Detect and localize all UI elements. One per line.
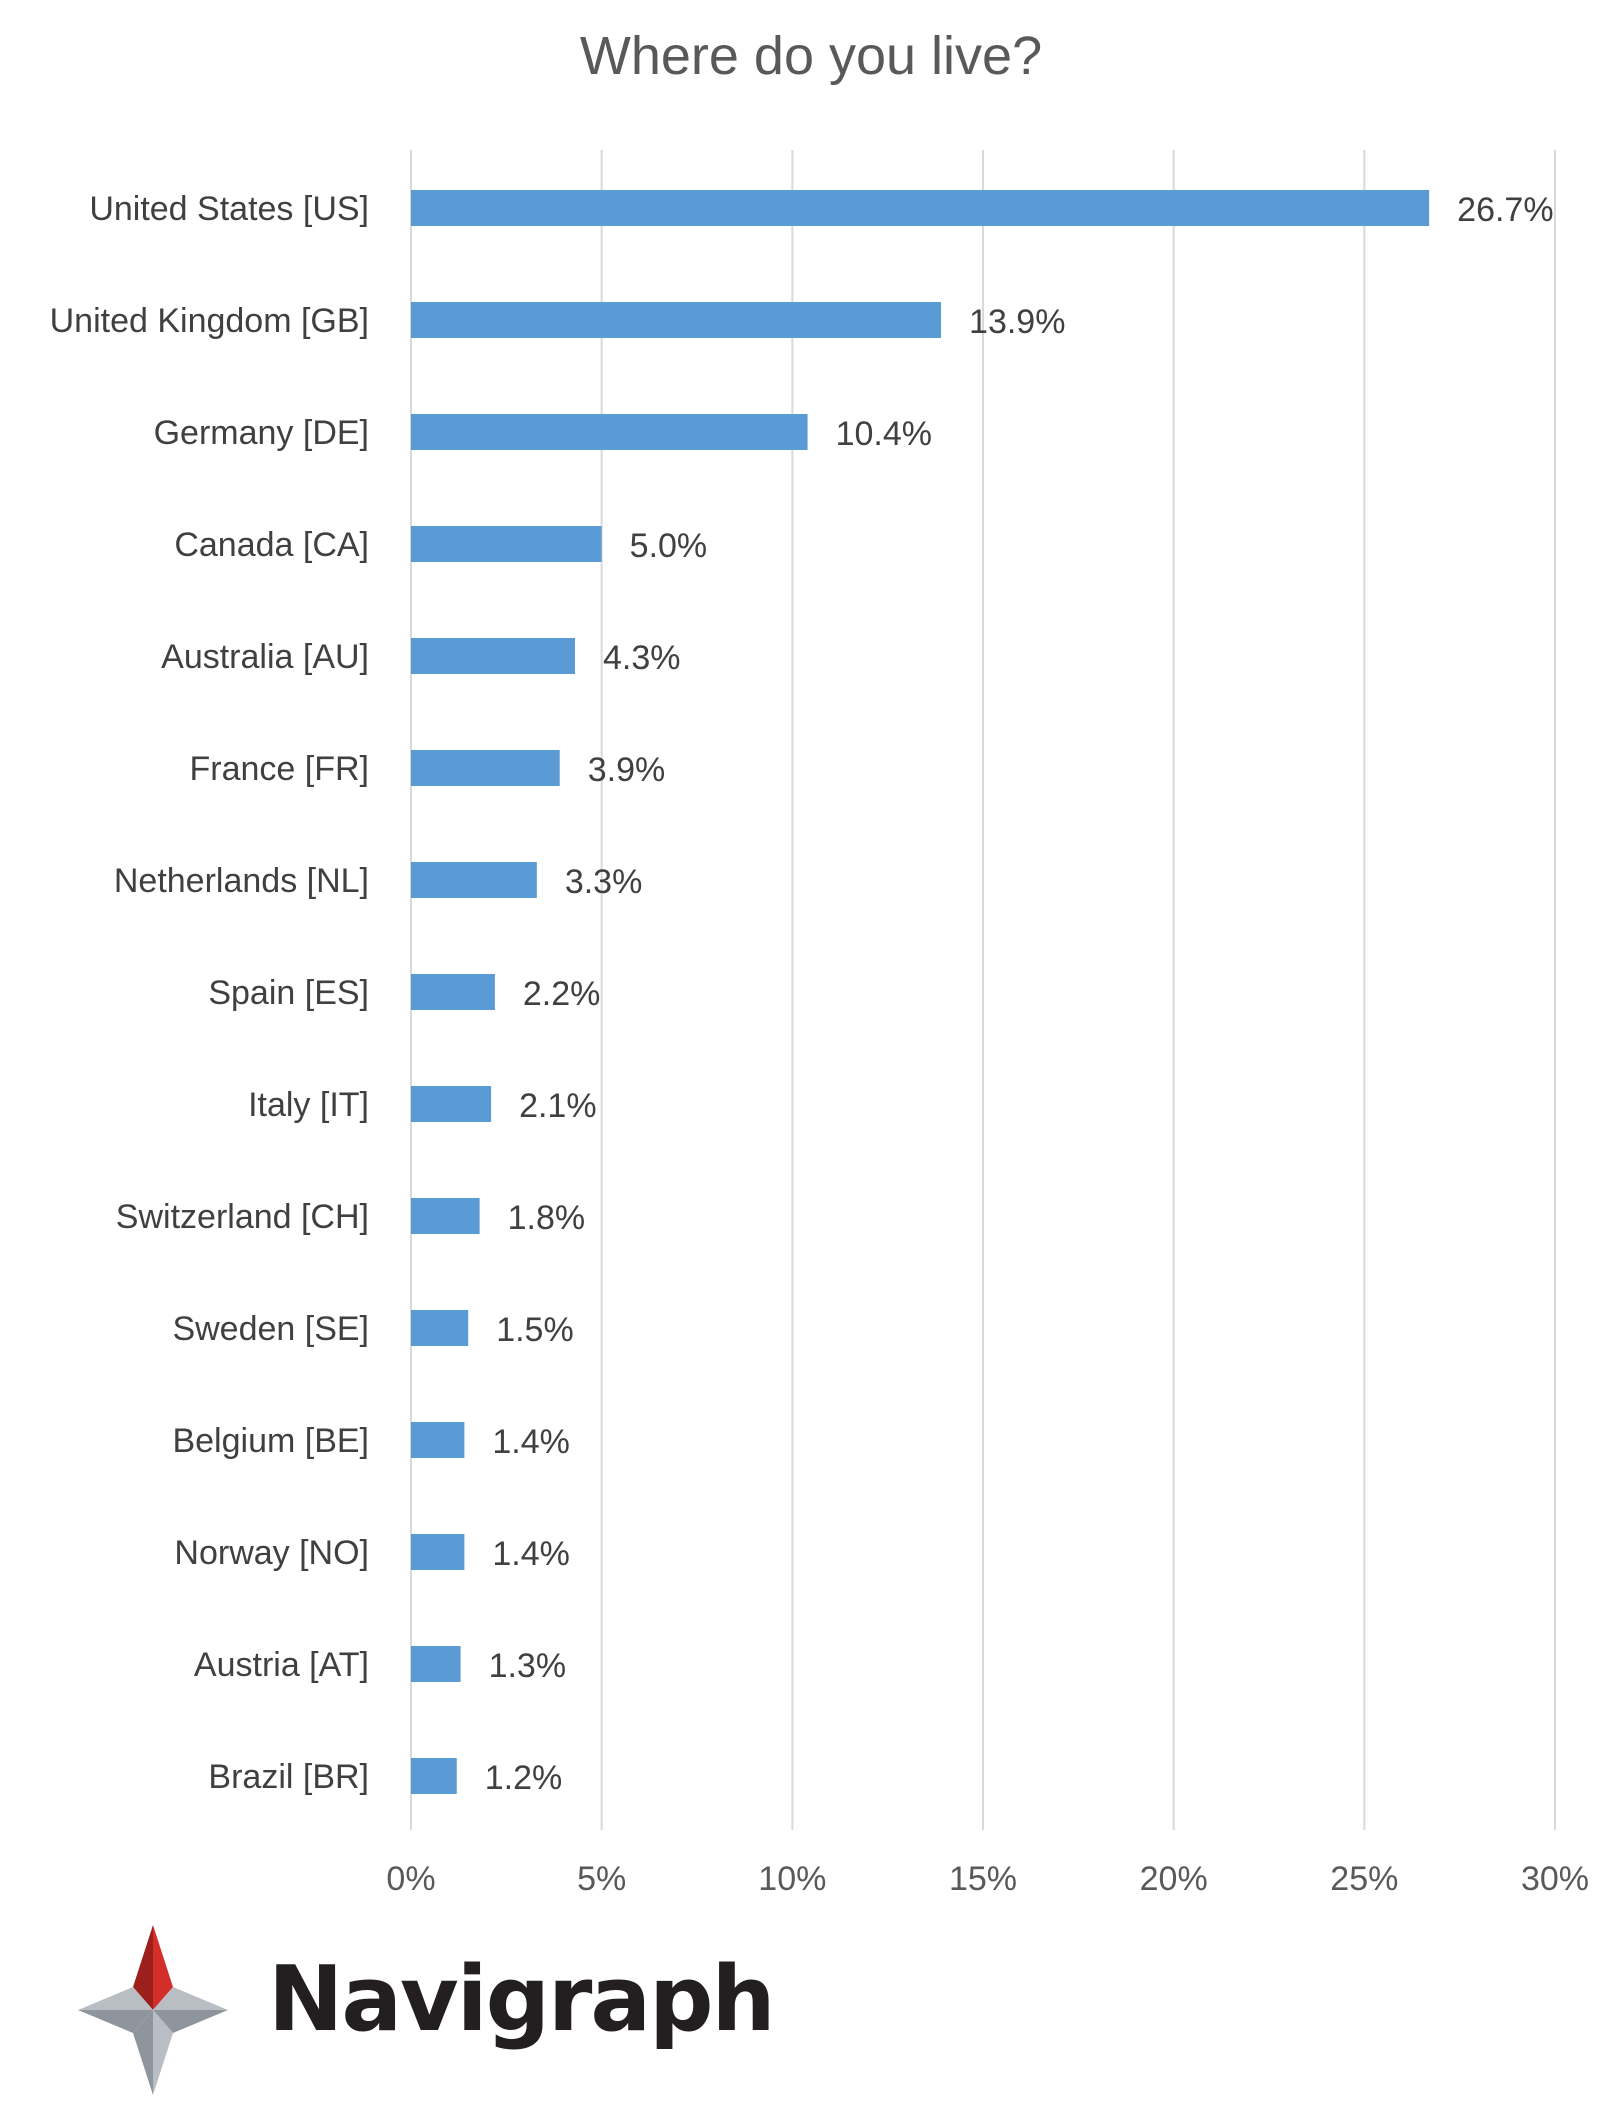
bar xyxy=(411,302,942,338)
data-label: 1.4% xyxy=(492,1535,570,1573)
category-label: Netherlands [NL] xyxy=(114,862,369,900)
category-label: Belgium [BE] xyxy=(172,1422,369,1460)
category-label: France [FR] xyxy=(190,750,369,788)
bar xyxy=(411,750,560,786)
bar xyxy=(411,1422,465,1458)
data-label: 4.3% xyxy=(603,639,681,677)
data-label: 26.7% xyxy=(1457,191,1553,229)
data-label: 5.0% xyxy=(630,527,708,565)
data-label: 2.2% xyxy=(523,975,601,1013)
bar xyxy=(411,1198,480,1234)
data-label: 2.1% xyxy=(519,1087,597,1125)
category-label: Brazil [BR] xyxy=(208,1758,369,1796)
x-tick-label: 5% xyxy=(577,1860,626,1898)
navigraph-logo: Navigraph xyxy=(68,1925,776,2095)
category-label: Switzerland [CH] xyxy=(116,1198,369,1236)
category-label: Canada [CA] xyxy=(174,526,369,564)
x-axis: 0% 5% 10% 15% 20% 25% 30% xyxy=(386,1860,1589,1898)
compass-star-icon xyxy=(78,1925,228,2095)
bar xyxy=(411,1534,465,1570)
bars xyxy=(411,190,1430,1794)
bar xyxy=(411,974,495,1010)
x-tick-label: 0% xyxy=(386,1860,435,1898)
category-label: United States [US] xyxy=(89,190,369,228)
bar xyxy=(411,1086,492,1122)
x-tick-label: 15% xyxy=(949,1860,1017,1898)
data-label: 10.4% xyxy=(836,415,932,453)
chart-title: Where do you live? xyxy=(580,26,1042,86)
data-label: 3.3% xyxy=(565,863,643,901)
bar xyxy=(411,414,808,450)
data-label: 1.5% xyxy=(496,1311,574,1349)
data-label: 1.4% xyxy=(492,1423,570,1461)
bar xyxy=(411,1310,469,1346)
category-label: Italy [IT] xyxy=(248,1086,369,1124)
data-label: 1.3% xyxy=(489,1647,567,1685)
category-label: Spain [ES] xyxy=(208,974,369,1012)
category-label: Austria [AT] xyxy=(194,1646,369,1684)
category-label: Germany [DE] xyxy=(154,414,369,452)
category-label: Norway [NO] xyxy=(174,1534,369,1572)
bar xyxy=(411,190,1430,226)
x-tick-label: 10% xyxy=(758,1860,826,1898)
category-label: Australia [AU] xyxy=(161,638,369,676)
data-label: 3.9% xyxy=(588,751,666,789)
value-labels: 26.7% 13.9% 10.4% 5.0% 4.3% 3.9% 3.3% 2.2% 2.1% 1… xyxy=(485,191,1554,1797)
bar-chart: Where do you live? 0% 5% 10% 15% 20% 25% 30% U… xyxy=(50,26,1589,1898)
bar xyxy=(411,862,537,898)
x-tick-label: 25% xyxy=(1330,1860,1398,1898)
category-label: Sweden [SE] xyxy=(172,1310,369,1348)
category-label: United Kingdom [GB] xyxy=(50,302,369,340)
bar xyxy=(411,1758,457,1794)
bar xyxy=(411,638,575,674)
data-label: 1.2% xyxy=(485,1759,563,1797)
bar xyxy=(411,1646,461,1682)
bar xyxy=(411,526,602,562)
x-tick-label: 20% xyxy=(1140,1860,1208,1898)
brand-name: Navigraph xyxy=(268,1947,776,2052)
data-label: 13.9% xyxy=(969,303,1065,341)
data-label: 1.8% xyxy=(508,1199,586,1237)
category-labels: United States [US] United Kingdom [GB] Ger… xyxy=(50,190,369,1796)
x-tick-label: 30% xyxy=(1521,1860,1589,1898)
